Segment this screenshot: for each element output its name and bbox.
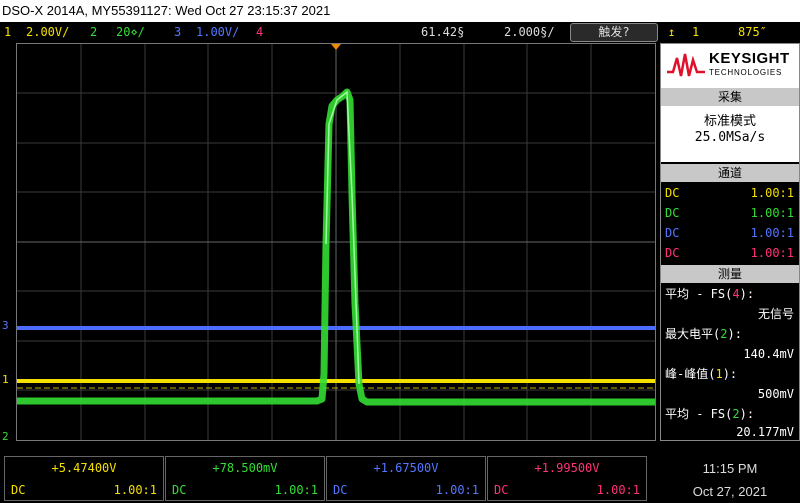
ch3-coupling-label: DC (333, 483, 348, 497)
waveform-display[interactable] (16, 43, 656, 441)
acquire-mode: 标准模式 (703, 114, 756, 129)
channel-readout-bar: +5.47400V DC 1.00:1 +78.500mV DC 1.00:1 … (0, 456, 660, 503)
measure-header[interactable]: 测量 (661, 265, 799, 283)
measure-value: 140.4mV (743, 347, 794, 361)
ch3-probe-label: 1.00:1 (435, 483, 479, 497)
measure-suffix: ): (739, 407, 755, 421)
ch1-scale[interactable]: 2.00V/ (26, 25, 70, 39)
trigger-status-button[interactable]: 触发? (570, 23, 658, 42)
measure-label-1[interactable]: 平均 - FS(4): (661, 284, 799, 304)
measure-name: 峰-峰值( (665, 367, 716, 381)
window-title: DSO-X 2014A, MY55391127: Wed Oct 27 23:1… (2, 3, 331, 18)
ch1-ground-marker[interactable]: 1 (2, 373, 9, 386)
measure-value-1: 无信号 (661, 304, 799, 324)
ch3-number[interactable]: 3 (174, 25, 182, 39)
ch2-scale[interactable]: 20⋄/ (116, 25, 145, 39)
time-delay[interactable]: 61.42§ (421, 25, 465, 39)
ch2-offset-value: +78.500mV (212, 461, 278, 475)
ch2-probe-label: 1.00:1 (274, 483, 318, 497)
measure-value: 500mV (757, 387, 794, 401)
measure-label-4[interactable]: 平均 - FS(2): (661, 404, 799, 424)
measure-channel: 2 (720, 327, 728, 341)
measure-channel: 1 (715, 367, 723, 381)
ch3-ground-marker[interactable]: 3 (2, 319, 9, 332)
keysight-logo: KEYSIGHT TECHNOLOGIES (661, 44, 799, 88)
ch2-ground-marker[interactable]: 2 (2, 430, 9, 443)
acquire-section[interactable]: 标准模式 25.0MSa/s (661, 106, 799, 162)
measure-name: 最大电平( (665, 327, 721, 341)
ch2-coupling-label: DC (172, 483, 187, 497)
measure-value-3: 500mV (661, 384, 799, 404)
ch2-readout[interactable]: +78.500mV DC 1.00:1 (165, 456, 325, 501)
acquire-header[interactable]: 采集 (661, 88, 799, 106)
ch4-offset-value: +1.99500V (534, 461, 600, 475)
trigger-edge-icon: ↥ (668, 25, 676, 39)
ch3-coupling: DC (665, 226, 680, 240)
ch2-number[interactable]: 2 (90, 25, 98, 39)
ch3-scale[interactable]: 1.00V/ (196, 25, 240, 39)
channel-scale-bar: 1 2.00V/ 2 20⋄/ 3 1.00V/ 4 61.42§ 2.000§… (0, 22, 800, 42)
ch4-coupling: DC (665, 246, 680, 260)
ch4-coupling-label: DC (494, 483, 509, 497)
ch1-coupling: DC (665, 186, 680, 200)
keysight-wave-icon (667, 53, 705, 77)
clock-date: Oct 27, 2021 (692, 484, 768, 499)
channel-row-1[interactable]: DC 1.00:1 (661, 183, 799, 203)
brand-subtitle: TECHNOLOGIES (709, 68, 783, 77)
trigger-source[interactable]: 1 (692, 25, 700, 39)
measure-value-4: 20.177mV (661, 422, 799, 442)
measure-suffix: ): (727, 327, 742, 341)
trigger-level[interactable]: 875″ (738, 25, 767, 39)
channel-row-3[interactable]: DC 1.00:1 (661, 223, 799, 243)
measure-value: 20.177mV (736, 425, 794, 439)
ch3-offset-value: +1.67500V (373, 461, 439, 475)
measure-label-2[interactable]: 最大电平(2): (661, 324, 799, 344)
ch1-offset-value: +5.47400V (51, 461, 117, 475)
ch3-probe: 1.00:1 (750, 226, 794, 240)
measure-name: 平均 - FS( (665, 407, 733, 421)
channels-header[interactable]: 通道 (661, 164, 799, 182)
ch3-readout[interactable]: +1.67500V DC 1.00:1 (326, 456, 486, 501)
timebase[interactable]: 2.000§/ (504, 25, 555, 39)
measure-suffix: ): (722, 367, 738, 381)
ch1-probe: 1.00:1 (750, 186, 794, 200)
ch1-coupling-label: DC (11, 483, 26, 497)
sample-rate: 25.0MSa/s (694, 130, 766, 145)
ch1-readout[interactable]: +5.47400V DC 1.00:1 (4, 456, 164, 501)
channel-row-2[interactable]: DC 1.00:1 (661, 203, 799, 223)
sidebar-panel: KEYSIGHT TECHNOLOGIES 采集 标准模式 25.0MSa/s … (660, 43, 800, 441)
measure-value-2: 140.4mV (661, 344, 799, 364)
measure-name: 平均 - FS( (665, 287, 733, 301)
title-bar: DSO-X 2014A, MY55391127: Wed Oct 27 23:1… (0, 0, 800, 22)
measure-channel: 2 (732, 407, 740, 421)
ch4-number[interactable]: 4 (256, 25, 264, 39)
clock-time: 11:15 PM (702, 461, 758, 476)
measure-suffix: ): (739, 287, 755, 301)
ch2-coupling: DC (665, 206, 680, 220)
ch4-probe-label: 1.00:1 (596, 483, 640, 497)
ch4-readout[interactable]: +1.99500V DC 1.00:1 (487, 456, 647, 501)
channel-row-4[interactable]: DC 1.00:1 (661, 243, 799, 263)
trigger-position-marker (331, 44, 341, 50)
measure-label-3[interactable]: 峰-峰值(1): (661, 364, 799, 384)
brand-name: KEYSIGHT (709, 50, 790, 67)
measure-value: 无信号 (757, 307, 794, 321)
ch4-probe: 1.00:1 (750, 246, 794, 260)
ch1-probe-label: 1.00:1 (113, 483, 157, 497)
ch1-number[interactable]: 1 (4, 25, 12, 39)
measure-channel: 4 (732, 287, 740, 301)
clock: 11:15 PM Oct 27, 2021 (660, 456, 800, 503)
ch2-probe: 1.00:1 (750, 206, 794, 220)
